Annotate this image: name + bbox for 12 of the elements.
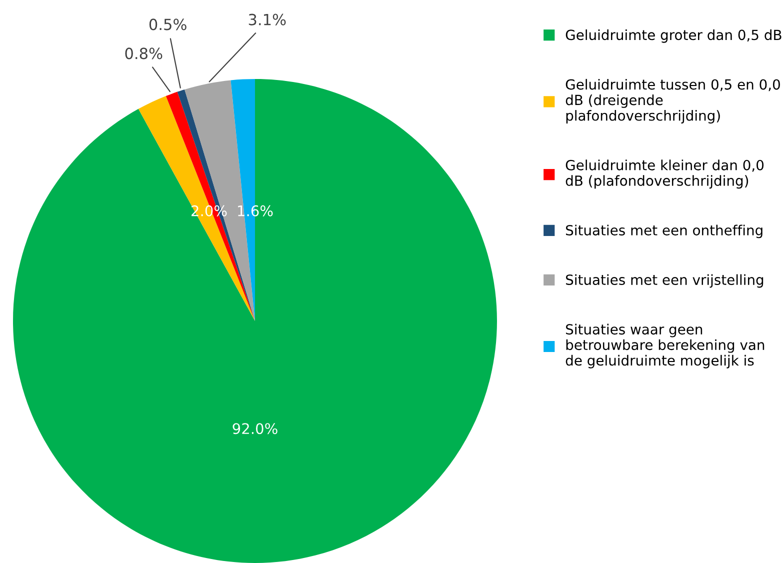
legend-label: Situaties met een ontheffing [566,224,762,238]
data-label: 2.0% [192,205,227,216]
legend-label: Geluidruimte kleiner dan 0,0 dB (plafondoverschrijding) [566,160,764,189]
data-label: 0.5% [149,18,186,30]
legend-label: Situaties waar geen betrouwbare berekening van de geluidruimte mogelijk is [566,324,764,368]
legend-label: Geluidruimte groter dan 0,5 dB [566,29,782,43]
data-label: 92.0% [232,423,278,434]
legend-label: Situaties met een vrijstelling [566,274,764,288]
pie-slice [13,79,497,563]
data-label: 3.1% [248,14,286,26]
legend-label: Geluidruimte tussen 0,5 en 0,0 dB (dreigende plafondoverschrijding) [566,78,780,124]
data-label: 0.8% [125,48,162,60]
